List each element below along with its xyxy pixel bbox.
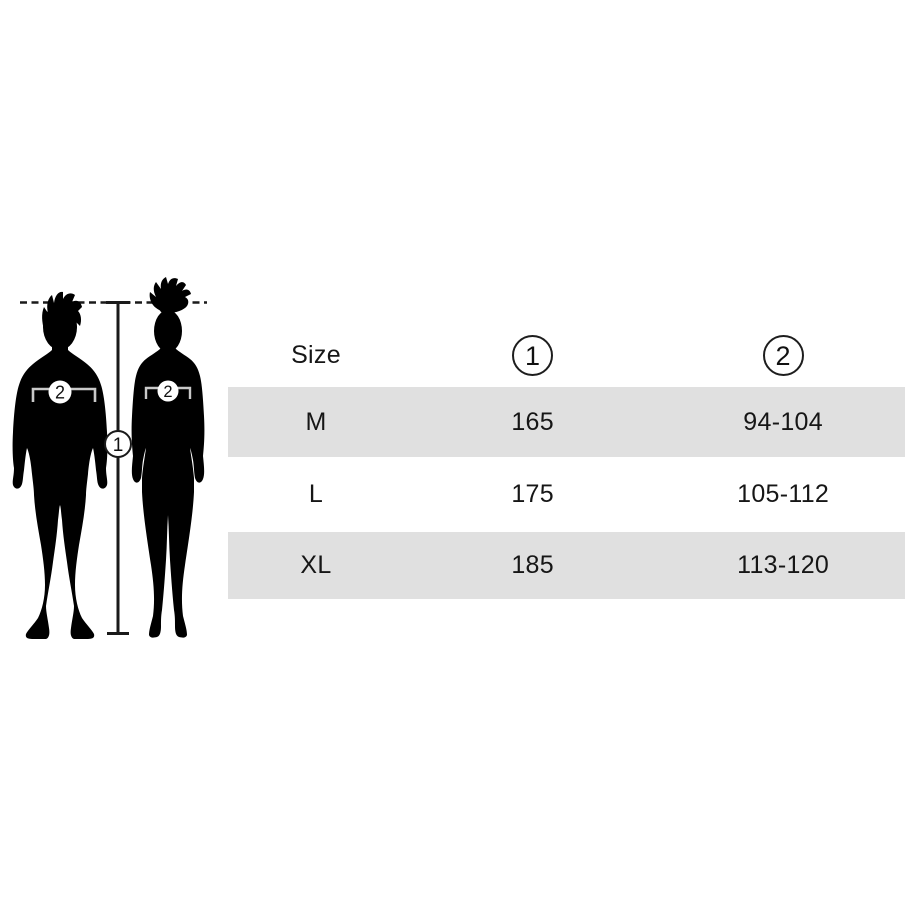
cell-chest: 94-104 bbox=[743, 407, 823, 436]
table-row-m: M 165 94-104 bbox=[228, 387, 905, 457]
female-hair-bun bbox=[159, 299, 177, 315]
cell-height: 165 bbox=[511, 407, 554, 436]
table-row-l: L 175 105-112 bbox=[228, 457, 905, 532]
column-header-2: 2 bbox=[762, 335, 804, 376]
column-1-circled-number: 1 bbox=[512, 335, 554, 376]
cell-chest: 105-112 bbox=[737, 480, 830, 508]
male-chest-marker-badge bbox=[48, 380, 72, 404]
male-body bbox=[12, 336, 108, 639]
male-chest-marker-label: 2 bbox=[55, 383, 65, 403]
cell-size: M bbox=[305, 407, 327, 436]
cell-chest: 113-120 bbox=[737, 551, 830, 579]
height-marker-label: 1 bbox=[113, 435, 124, 456]
column-header-1: 1 bbox=[512, 335, 554, 376]
male-head bbox=[43, 304, 77, 350]
male-silhouette: 2 bbox=[12, 291, 108, 639]
size-table-header: Size 1 2 bbox=[228, 324, 905, 387]
female-silhouette: 2 bbox=[131, 277, 205, 638]
height-marker-badge bbox=[104, 430, 132, 458]
size-table: Size 1 2 M 165 94-104 L 175 105-112 XL 1… bbox=[228, 324, 905, 599]
cell-height: 185 bbox=[511, 551, 554, 579]
cell-height: 175 bbox=[511, 480, 554, 508]
female-body bbox=[131, 336, 205, 638]
female-chest-marker-label: 2 bbox=[163, 383, 172, 401]
column-header-size: Size bbox=[291, 341, 341, 369]
height-measure-line: 1 bbox=[104, 301, 132, 635]
table-row-xl: XL 185 113-120 bbox=[228, 532, 905, 599]
cell-size: XL bbox=[300, 551, 332, 579]
column-2-circled-number: 2 bbox=[762, 335, 804, 376]
female-chest-marker-badge bbox=[157, 380, 179, 402]
cell-size: L bbox=[308, 480, 324, 508]
